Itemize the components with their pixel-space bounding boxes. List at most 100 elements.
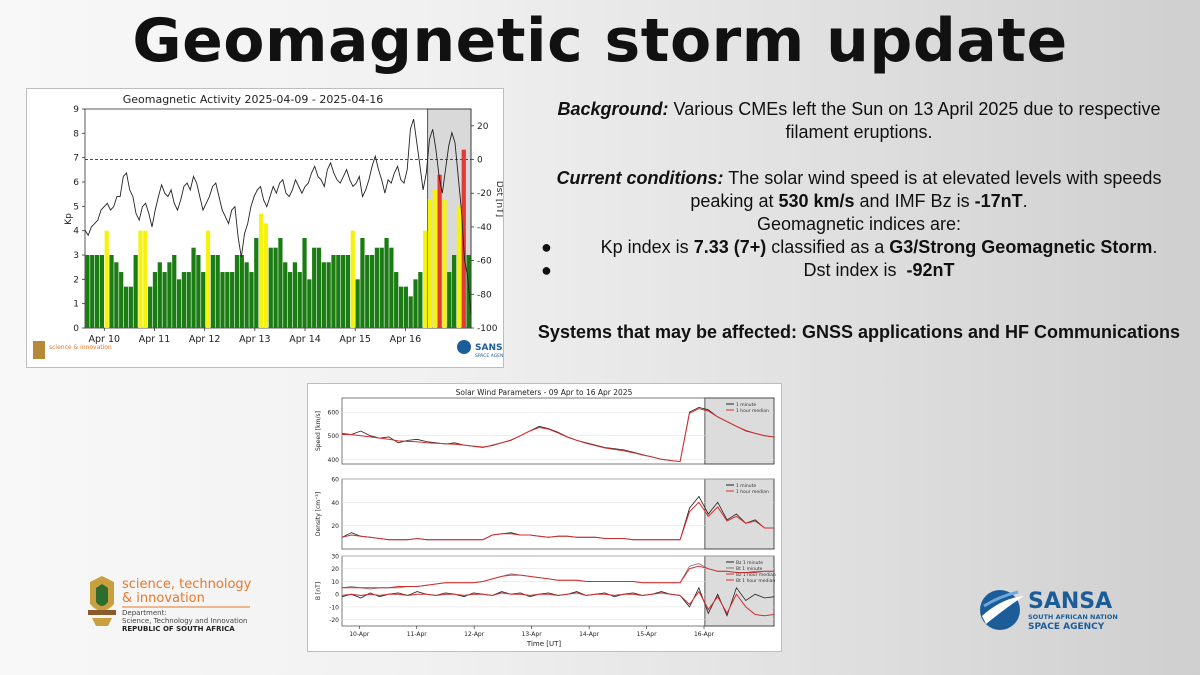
sw-x-tick-label: 16-Apr bbox=[694, 631, 715, 638]
dst-pre: Dst index is bbox=[803, 260, 907, 280]
kp-x-tick-label: Apr 15 bbox=[339, 334, 371, 345]
kp-bar bbox=[278, 237, 283, 328]
sw-y-tick-label: 500 bbox=[328, 433, 340, 440]
kp-bar bbox=[152, 272, 158, 328]
sw-legend-label: 1 minute bbox=[736, 483, 756, 489]
kp-bar bbox=[128, 286, 133, 328]
sw-storm-shade bbox=[704, 555, 775, 627]
kp-bar bbox=[239, 255, 244, 328]
kp-bar bbox=[123, 286, 129, 328]
sw-series-line bbox=[342, 408, 775, 463]
dsti-dept: Department: bbox=[122, 609, 167, 617]
kp-bar bbox=[167, 262, 172, 328]
sw-y-tick-label: 0 bbox=[335, 592, 339, 599]
kp-bar bbox=[403, 286, 408, 328]
kp-bar bbox=[336, 255, 341, 328]
sw-y-tick-label: 60 bbox=[331, 477, 339, 484]
kp-bar bbox=[143, 230, 148, 328]
kp-bar bbox=[99, 255, 104, 328]
kp-mid: classified as a bbox=[766, 237, 890, 257]
kp-bar bbox=[389, 247, 394, 328]
kp-x-tick-label: Apr 16 bbox=[390, 334, 422, 345]
kp-bar bbox=[384, 237, 389, 328]
sw-series-line bbox=[341, 406, 775, 463]
kp-bar bbox=[316, 247, 322, 328]
kp-post: . bbox=[1152, 237, 1158, 257]
kp-bar bbox=[210, 255, 215, 328]
dst-bullet-text: Dst index is -92nT bbox=[567, 259, 1191, 282]
kp-pre: Kp index is bbox=[600, 237, 694, 257]
sw-x-tick-label: 15-Apr bbox=[637, 631, 658, 638]
kp-bar bbox=[104, 230, 109, 328]
kp-bar bbox=[215, 255, 220, 328]
sw-x-tick-label: 14-Apr bbox=[579, 631, 600, 638]
kp-bar bbox=[442, 199, 447, 328]
sw-legend-label: Bz 1 hour median bbox=[736, 572, 776, 578]
storm-class: G3/Strong Geomagnetic Storm bbox=[889, 237, 1153, 257]
sw-legend-label: 1 hour median bbox=[736, 408, 769, 414]
sw-x-tick-label: 10-Apr bbox=[349, 631, 370, 638]
systems-affected: Systems that may be affected: GNSS appli… bbox=[537, 322, 1181, 342]
sw-legend-label: Bt 1 minute bbox=[736, 566, 763, 572]
dst-tick-label: -40 bbox=[477, 223, 492, 233]
sw-y-tick-label: 600 bbox=[328, 410, 340, 417]
kp-bar bbox=[234, 255, 240, 328]
geomagnetic-activity-chart: Geomagnetic Activity 2025-04-09 - 2025-0… bbox=[26, 88, 509, 368]
kp-bar bbox=[263, 223, 269, 328]
current-text-1: The solar wind speed is at elevated leve… bbox=[690, 168, 1162, 211]
kp-tick-label: 3 bbox=[73, 251, 79, 261]
kp-x-tick-label: Apr 11 bbox=[139, 334, 171, 345]
kp-tick-label: 6 bbox=[73, 178, 79, 188]
dst-ylabel: Dst [nT] bbox=[494, 181, 503, 217]
kp-bar bbox=[326, 262, 331, 328]
kp-bar bbox=[379, 247, 384, 328]
kp-dst-plot: Geomagnetic Activity 2025-04-09 - 2025-0… bbox=[33, 93, 509, 359]
solar-wind-plot: Solar Wind Parameters - 09 Apr to 16 Apr… bbox=[315, 388, 776, 648]
bullet-dot-icon: ● bbox=[541, 237, 552, 257]
dsti-line1: science, technology bbox=[122, 577, 252, 592]
sansa-logo: SANSA SOUTH AFRICAN NATIONAL SPACE AGENC… bbox=[978, 584, 1127, 636]
kp-bar bbox=[321, 262, 326, 328]
kp-bar bbox=[90, 255, 95, 328]
imf-bz-value: -17nT bbox=[974, 191, 1023, 211]
dsti-logo: science, technology & innovation Departm… bbox=[86, 574, 256, 638]
sw-x-tick-label: 11-Apr bbox=[407, 631, 428, 638]
small-sansa-sub-text: SPACE AGENCY bbox=[475, 353, 503, 359]
kp-x-tick-label: Apr 10 bbox=[89, 334, 121, 345]
sw-series-line bbox=[342, 565, 774, 589]
kp-bar bbox=[423, 230, 428, 328]
sw-legend-label: 1 hour median bbox=[736, 489, 769, 495]
small-sansa-logo-icon bbox=[457, 340, 471, 354]
kp-bar bbox=[427, 199, 433, 328]
sw-legend-label: Bz 1 minute bbox=[736, 560, 763, 566]
sansa-name: SANSA bbox=[1028, 589, 1112, 614]
current-text-3: . bbox=[1022, 191, 1028, 211]
sw-storm-shade bbox=[704, 478, 775, 550]
kp-bar bbox=[148, 286, 153, 328]
dst-tick-label: -60 bbox=[477, 257, 492, 267]
kp-bar bbox=[341, 255, 346, 328]
kp-bar bbox=[157, 262, 162, 328]
kp-bar bbox=[186, 272, 191, 328]
kp-bar bbox=[461, 149, 466, 328]
dst-tick-label: 20 bbox=[477, 122, 489, 132]
kp-bar bbox=[119, 272, 124, 328]
kp-bar bbox=[109, 255, 114, 328]
kp-bar bbox=[259, 213, 264, 328]
kp-bar bbox=[292, 262, 297, 328]
kp-bar bbox=[162, 272, 167, 328]
kp-tick-label: 5 bbox=[73, 202, 79, 212]
kp-bar bbox=[244, 262, 249, 328]
kp-bar bbox=[456, 206, 462, 328]
kp-bar bbox=[452, 255, 457, 328]
bullet-dot-icon: ● bbox=[541, 260, 552, 280]
dst-tick-label: -20 bbox=[477, 189, 492, 199]
kp-bar bbox=[205, 230, 211, 328]
indices-intro: Geomagnetic indices are: bbox=[756, 214, 962, 234]
solar-wind-speed: 530 km/s bbox=[778, 191, 855, 211]
kp-tick-label: 8 bbox=[73, 129, 79, 139]
kp-bar bbox=[249, 272, 254, 328]
kp-axes-frame bbox=[84, 108, 472, 329]
kp-bar bbox=[85, 255, 90, 328]
small-sansa-logo-text: SANSA bbox=[475, 343, 503, 353]
